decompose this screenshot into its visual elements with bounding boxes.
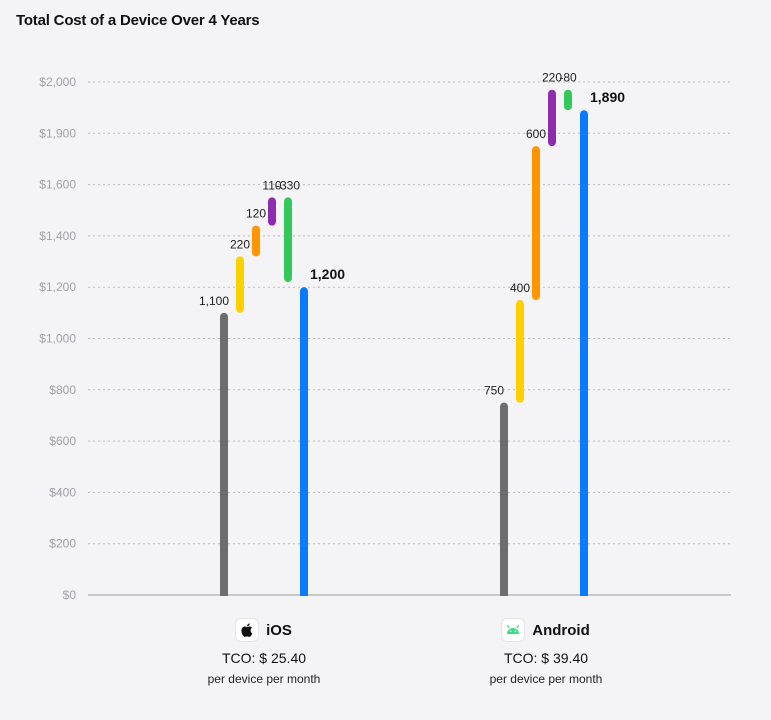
step-value-label: 1,100 bbox=[199, 294, 229, 308]
total-bar bbox=[300, 287, 308, 601]
group-footer-android: Android TCO: $ 39.40 per device per mont… bbox=[446, 618, 646, 686]
step-value-label: 220 bbox=[542, 71, 562, 85]
step-value-label: 400 bbox=[510, 281, 530, 295]
step-bar bbox=[500, 402, 508, 601]
step-value-label: -80 bbox=[559, 71, 577, 85]
y-tick-label: $800 bbox=[49, 383, 76, 397]
step-bar bbox=[284, 197, 292, 283]
tco-value: TCO: $ 25.40 bbox=[221, 650, 307, 666]
y-tick-label: $2,000 bbox=[39, 75, 76, 89]
tco-caption: per device per month bbox=[207, 672, 321, 686]
baseline-mask bbox=[88, 596, 731, 604]
chart-title: Total Cost of a Device Over 4 Years bbox=[16, 12, 260, 29]
tco-value: TCO: $ 39.40 bbox=[503, 650, 589, 666]
y-tick-label: $400 bbox=[49, 485, 76, 499]
y-tick-label: $1,400 bbox=[39, 229, 76, 243]
step-value-label: 220 bbox=[230, 237, 250, 251]
apple-icon bbox=[236, 619, 259, 641]
tco-caption: per device per month bbox=[489, 672, 603, 686]
android-icon bbox=[502, 619, 525, 641]
step-bar bbox=[220, 312, 228, 601]
y-tick-label: $200 bbox=[49, 537, 76, 551]
y-tick-label: $0 bbox=[63, 588, 77, 602]
group-name: Android bbox=[532, 621, 590, 639]
y-tick-label: $1,900 bbox=[39, 126, 76, 140]
step-bar bbox=[532, 146, 540, 301]
group-name: iOS bbox=[266, 621, 292, 639]
total-bar bbox=[580, 110, 588, 601]
step-value-label: -330 bbox=[276, 178, 300, 192]
step-value-label: 750 bbox=[484, 384, 504, 398]
step-bar bbox=[564, 89, 572, 111]
y-tick-label: $600 bbox=[49, 434, 76, 448]
step-bar bbox=[268, 197, 276, 226]
total-value-label: 1,200 bbox=[310, 266, 345, 282]
step-bar bbox=[236, 256, 244, 313]
group-footer-ios: iOS TCO: $ 25.40 per device per month bbox=[164, 618, 364, 686]
step-bar bbox=[252, 225, 260, 257]
step-bar bbox=[516, 300, 524, 403]
step-value-label: 120 bbox=[246, 207, 266, 221]
y-tick-label: $1,200 bbox=[39, 280, 76, 294]
step-value-label: 110 bbox=[262, 178, 281, 192]
y-tick-label: $1,600 bbox=[39, 178, 76, 192]
total-value-label: 1,890 bbox=[590, 89, 625, 105]
step-bar bbox=[548, 89, 556, 147]
step-value-label: 600 bbox=[526, 127, 546, 141]
y-tick-label: $1,000 bbox=[39, 332, 76, 346]
